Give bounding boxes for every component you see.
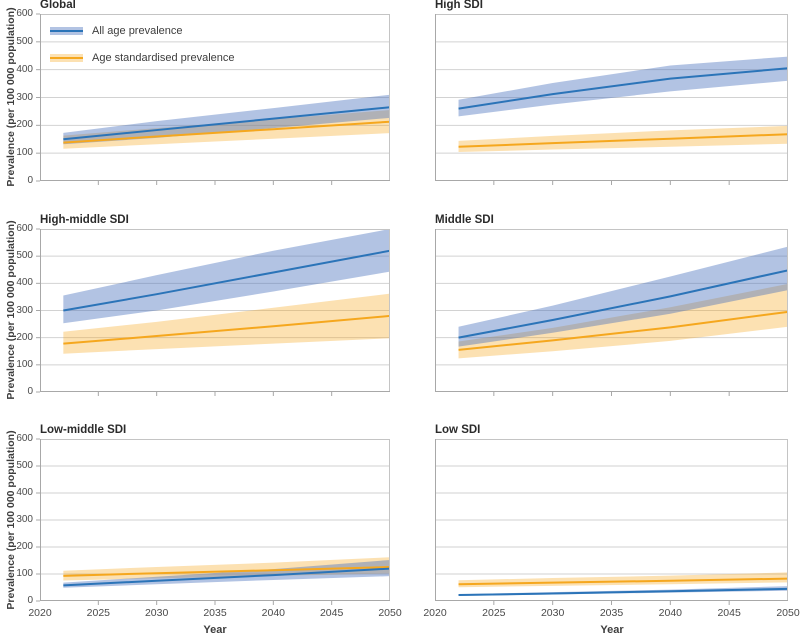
- plot-low-middle-sdi: [36, 438, 390, 605]
- x-tick-label: 2045: [319, 607, 344, 619]
- panel-title-global: Global: [40, 0, 76, 11]
- legend: All age prevalence Age standardised prev…: [50, 23, 234, 77]
- y-tick-label: 500: [16, 460, 33, 471]
- x-tick-label: 2050: [378, 607, 402, 619]
- x-tick-label: 2025: [86, 607, 110, 619]
- y-tick-label: 100: [16, 147, 33, 159]
- y-tick-label: 600: [16, 433, 33, 444]
- plot-global: [36, 13, 390, 185]
- y-tick-label: 200: [16, 119, 33, 131]
- y-tick-label: 600: [16, 223, 33, 234]
- legend-item-all-age: All age prevalence: [50, 23, 234, 39]
- legend-swatch-age-standardised: [50, 54, 83, 62]
- y-tick-label: 300: [16, 304, 33, 316]
- legend-swatch-all-age: [50, 27, 83, 35]
- panel-title-high-middle-sdi: High-middle SDI: [40, 214, 129, 226]
- x-tick-label: 2040: [658, 607, 682, 619]
- panel-title-high-sdi: High SDI: [435, 0, 483, 11]
- x-tick-label: 2035: [203, 607, 227, 619]
- x-tick-label: 2050: [776, 607, 800, 619]
- y-tick-label: 0: [27, 175, 33, 186]
- panel-title-low-middle-sdi: Low-middle SDI: [40, 424, 127, 436]
- y-tick-label: 400: [16, 277, 33, 289]
- y-tick-label: 300: [16, 514, 33, 525]
- y-tick-label: 100: [16, 358, 33, 370]
- y-tick-label: 400: [16, 63, 33, 75]
- x-tick-label: 2045: [717, 607, 741, 619]
- panel-low-sdi: Low SDI 2020 2025 2030 2035 2040 2045 2050: [423, 424, 799, 619]
- x-tick-label: 2035: [599, 607, 624, 619]
- panel-low-middle-sdi: Low-middle SDI 0 100 200 300 400 500 600 2020 20…: [16, 424, 401, 619]
- x-tick-label: 2025: [482, 607, 506, 619]
- panel-title-middle-sdi: Middle SDI: [435, 214, 494, 226]
- y-tick-label: 0: [27, 595, 33, 606]
- y-tick-label: 0: [27, 386, 33, 397]
- x-tick-label: 2040: [261, 607, 285, 619]
- legend-label-age-standardised: Age standardised prevalence: [92, 52, 235, 64]
- y-tick-label: 200: [16, 541, 33, 552]
- panel-high-sdi: High SDI: [435, 0, 788, 185]
- x-axis-label-right: Year: [600, 624, 624, 636]
- y-tick-label: 600: [16, 8, 33, 19]
- y-tick-label: 300: [16, 91, 33, 103]
- y-tick-label: 500: [16, 35, 33, 47]
- panel-global: Global All age prevalence Age standardis…: [16, 0, 390, 186]
- panel-middle-sdi: Middle SDI: [435, 214, 788, 396]
- y-tick-label: 400: [16, 487, 33, 498]
- y-tick-label: 500: [16, 250, 33, 262]
- panel-high-middle-sdi: High-middle SDI 0 100 200 300 400 500 600: [16, 214, 390, 397]
- legend-item-age-standardised: Age standardised prevalence: [50, 50, 234, 66]
- x-tick-label: 2020: [28, 607, 52, 619]
- legend-label-all-age: All age prevalence: [92, 25, 183, 37]
- plot-low-sdi: [435, 439, 788, 605]
- x-axis-label-left: Year: [203, 624, 227, 636]
- x-tick-label: 2030: [144, 607, 169, 619]
- panel-title-low-sdi: Low SDI: [435, 424, 481, 436]
- plot-middle-sdi: [435, 229, 788, 396]
- y-tick-label: 100: [16, 568, 33, 579]
- plot-high-middle-sdi: [36, 228, 390, 396]
- x-tick-label: 2020: [423, 607, 447, 619]
- x-tick-label: 2030: [540, 607, 565, 619]
- y-tick-label: 200: [16, 331, 33, 343]
- plot-high-sdi: [435, 14, 788, 185]
